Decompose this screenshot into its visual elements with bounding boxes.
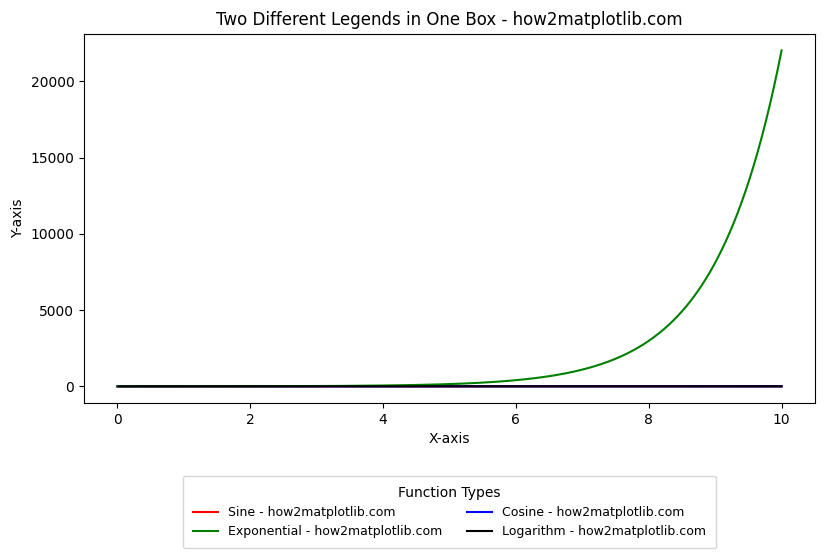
Y-axis label: Y-axis: Y-axis — [11, 199, 25, 238]
X-axis label: X-axis: X-axis — [428, 432, 470, 446]
Title: Two Different Legends in One Box - how2matplotlib.com: Two Different Legends in One Box - how2m… — [216, 11, 683, 29]
Legend: Sine - how2matplotlib.com, Exponential - how2matplotlib.com, Cosine - how2matplo: Sine - how2matplotlib.com, Exponential -… — [183, 476, 716, 548]
